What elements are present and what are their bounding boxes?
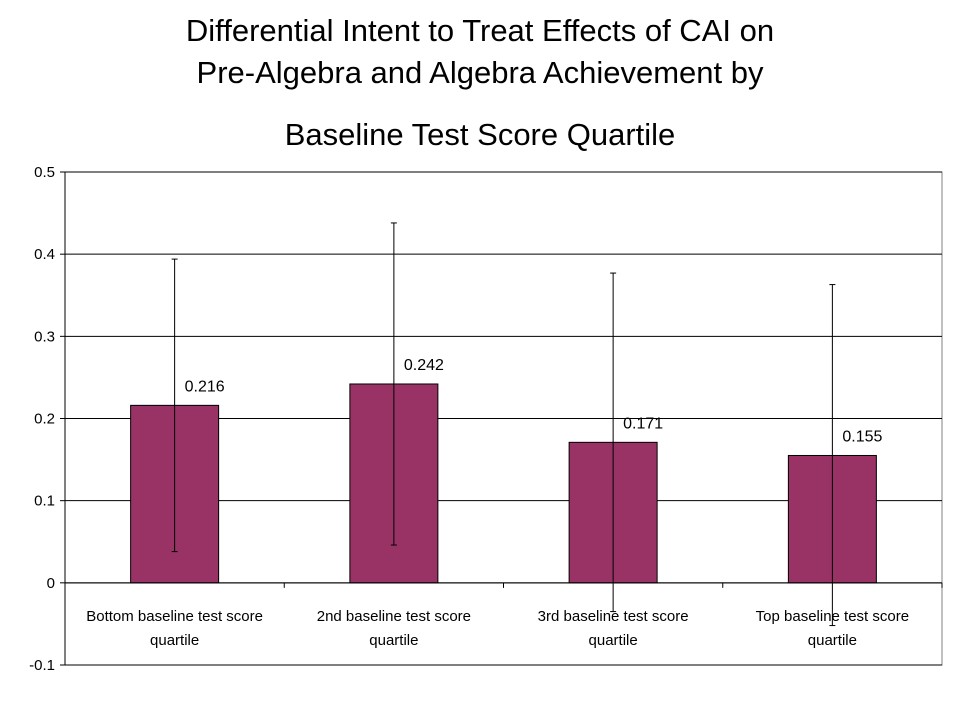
y-tick-label: 0.1 — [34, 493, 55, 510]
data-label: 0.171 — [623, 415, 663, 432]
chart-title: Differential Intent to Treat Effects of … — [0, 10, 960, 156]
title-line-3: Baseline Test Score Quartile — [284, 116, 676, 152]
category-label-line: quartile — [150, 632, 199, 649]
category-label-line: Bottom baseline test score — [86, 608, 263, 625]
y-tick-label: 0 — [47, 575, 55, 592]
title-line-2: Pre-Algebra and Algebra Achievement by — [196, 54, 764, 90]
category-label: Bottom baseline test score quartile — [86, 608, 263, 649]
category-label-line: quartile — [369, 632, 418, 649]
category-label-line: Top baseline test score — [756, 608, 909, 625]
category-label-line: 2nd baseline test score — [317, 608, 471, 625]
y-tick-label: -0.1 — [29, 657, 55, 674]
category-label-line: quartile — [808, 632, 857, 649]
category-label-line: quartile — [589, 632, 638, 649]
data-label: 0.216 — [185, 378, 225, 395]
category-label: 3rd baseline test score quartile — [538, 608, 689, 649]
data-label: 0.242 — [404, 357, 444, 374]
labels: -0.1 0 0.1 0.2 0.3 0.4 0.5 0.216 Bottom baseline… — [29, 164, 909, 674]
axes — [60, 171, 943, 666]
category-label-line: 3rd baseline test score — [538, 608, 689, 625]
bars — [130, 383, 877, 584]
category-label: Top baseline test score quartile — [756, 608, 909, 649]
category-label: 2nd baseline test score quartile — [317, 608, 471, 649]
y-tick-label: 0.5 — [34, 164, 55, 181]
error-bars — [171, 222, 836, 627]
y-tick-label: 0.4 — [34, 246, 55, 263]
data-label: 0.155 — [842, 428, 882, 445]
title-line-1: Differential Intent to Treat Effects of … — [185, 13, 775, 48]
y-tick-label: 0.3 — [34, 328, 55, 345]
y-tick-label: 0.2 — [34, 411, 55, 428]
